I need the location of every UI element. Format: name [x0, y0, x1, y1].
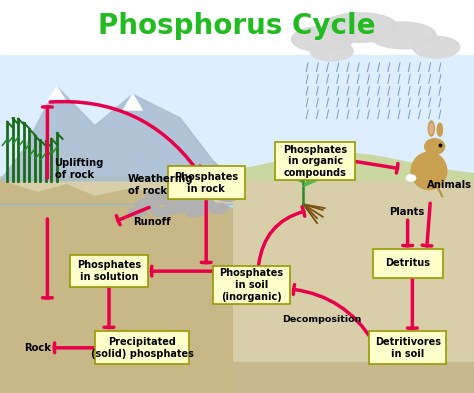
FancyBboxPatch shape [369, 332, 447, 364]
Ellipse shape [185, 208, 204, 217]
Polygon shape [303, 169, 329, 187]
Ellipse shape [412, 37, 460, 58]
Polygon shape [0, 86, 237, 181]
Text: Runoff: Runoff [133, 217, 170, 227]
Ellipse shape [146, 189, 177, 204]
Ellipse shape [292, 27, 353, 52]
FancyBboxPatch shape [275, 142, 355, 180]
Text: Phosphates
in organic
compounds: Phosphates in organic compounds [283, 145, 347, 178]
FancyBboxPatch shape [71, 255, 148, 287]
Text: Phosphates
in solution: Phosphates in solution [77, 261, 141, 282]
FancyBboxPatch shape [95, 332, 189, 364]
Text: Detritus: Detritus [385, 258, 430, 268]
Bar [0, 204, 232, 307]
Ellipse shape [425, 139, 445, 154]
Bar [0, 181, 474, 393]
Polygon shape [282, 161, 303, 173]
FancyBboxPatch shape [373, 249, 443, 277]
Ellipse shape [128, 208, 147, 217]
Ellipse shape [165, 203, 186, 213]
Text: Phosphorus Cycle: Phosphorus Cycle [98, 12, 376, 40]
FancyBboxPatch shape [168, 167, 245, 199]
Text: Rock: Rock [24, 343, 51, 353]
Ellipse shape [217, 191, 238, 202]
Text: Uplifting
of rock: Uplifting of rock [55, 158, 104, 180]
Ellipse shape [152, 208, 171, 217]
Ellipse shape [428, 121, 434, 136]
Ellipse shape [197, 187, 220, 198]
Ellipse shape [322, 13, 398, 42]
Ellipse shape [406, 175, 416, 181]
Ellipse shape [411, 152, 447, 189]
FancyBboxPatch shape [212, 266, 290, 304]
Bar [0, 362, 474, 393]
Polygon shape [0, 181, 232, 393]
Ellipse shape [430, 123, 433, 134]
Text: Weathering
of rock: Weathering of rock [128, 174, 193, 195]
Text: Decomposition: Decomposition [282, 315, 361, 324]
Ellipse shape [370, 22, 436, 49]
Polygon shape [277, 167, 303, 183]
Polygon shape [123, 94, 142, 110]
Text: Animals: Animals [427, 180, 472, 190]
Ellipse shape [176, 194, 203, 207]
Ellipse shape [437, 123, 443, 136]
Bar [0, 0, 474, 55]
Bar [0, 55, 474, 181]
Ellipse shape [192, 199, 215, 210]
Text: Detritivores
in soil: Detritivores in soil [374, 337, 441, 358]
Ellipse shape [136, 199, 158, 210]
Polygon shape [47, 86, 66, 102]
Ellipse shape [208, 203, 228, 213]
Text: Phosphates
in rock: Phosphates in rock [174, 172, 238, 193]
Ellipse shape [310, 41, 353, 61]
Text: Plants: Plants [389, 207, 424, 217]
Text: Precipitated
(solid) phosphates: Precipitated (solid) phosphates [91, 337, 194, 358]
Text: Phosphates
in soil
(inorganic): Phosphates in soil (inorganic) [219, 268, 283, 301]
